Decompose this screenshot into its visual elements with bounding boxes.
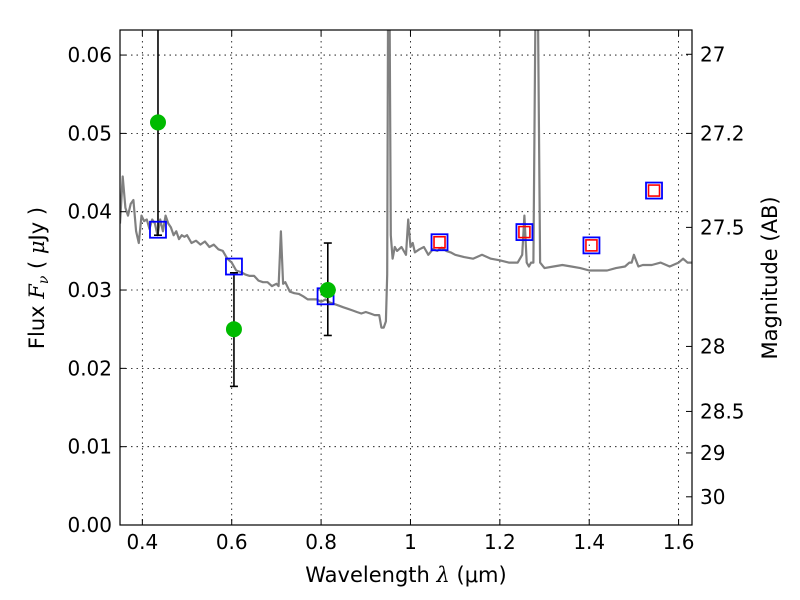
right-axis-label: Magnitude (AB)	[758, 196, 782, 359]
right-tick-label: 27.2	[700, 121, 745, 145]
model-square-marker	[645, 181, 663, 200]
plot-frame	[119, 29, 693, 526]
x-axis-label: Wavelength λ (μm)	[305, 563, 506, 587]
measured-point	[319, 282, 336, 299]
data-layer	[120, 30, 692, 388]
y-axis-label: Flux Fν ( μJy )	[25, 207, 52, 349]
right-tick-label: 28.5	[700, 399, 745, 423]
spectrum-line	[120, 30, 692, 329]
model-square-marker	[582, 236, 601, 255]
right-tick-label: 28	[700, 334, 725, 358]
measured-point	[225, 321, 242, 338]
small-square-marker	[647, 184, 661, 197]
small-square-marker	[518, 225, 531, 239]
small-square-marker	[433, 235, 446, 249]
y-tick-label: 0.04	[67, 200, 112, 224]
model-square-marker	[225, 257, 243, 276]
measured-point	[149, 114, 166, 131]
model-square-marker	[515, 223, 534, 241]
x-tick-label: 1.6	[663, 530, 695, 554]
model-square-marker	[149, 220, 167, 239]
right-tick-label: 30	[700, 485, 725, 509]
x-tick-label: 0.8	[305, 530, 337, 554]
y-tick-label: 0.06	[67, 43, 112, 67]
right-tick-label: 27	[700, 42, 725, 66]
x-tick-label: 1.2	[484, 530, 516, 554]
y-tick-label: 0.05	[67, 121, 112, 145]
x-tick-label: 1	[404, 530, 417, 554]
right-tick-label: 27.5	[700, 215, 745, 239]
grid	[120, 30, 692, 526]
right-tick-label: 29	[700, 441, 725, 465]
small-square-marker	[585, 239, 598, 252]
ticks: 0.4 0.6 0.8 1 1.2 1.4 1.6 0.00 0.01 0.02 0.03 0.04 0…	[67, 30, 745, 554]
y-tick-label: 0.03	[67, 278, 112, 302]
x-tick-label: 1.4	[573, 530, 605, 554]
y-tick-label: 0.00	[67, 513, 112, 537]
x-tick-label: 0.4	[126, 530, 158, 554]
y-tick-label: 0.01	[67, 435, 112, 459]
plot-area	[120, 30, 692, 525]
y-tick-label: 0.02	[67, 356, 112, 380]
model-square-marker	[430, 233, 449, 252]
x-tick-label: 0.6	[216, 530, 248, 554]
